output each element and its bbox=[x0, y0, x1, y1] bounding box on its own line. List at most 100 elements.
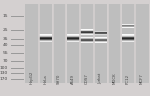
Bar bbox=[80, 42, 93, 43]
Bar bbox=[67, 37, 80, 38]
Bar bbox=[94, 41, 107, 42]
Bar bbox=[80, 29, 93, 30]
Bar bbox=[108, 4, 121, 83]
Text: SH70: SH70 bbox=[57, 74, 61, 84]
Bar bbox=[39, 41, 52, 42]
Bar bbox=[122, 40, 135, 41]
Bar bbox=[122, 27, 135, 28]
Bar bbox=[94, 4, 107, 83]
Text: A549: A549 bbox=[71, 74, 75, 84]
Text: 35: 35 bbox=[3, 37, 8, 41]
Bar bbox=[80, 41, 93, 42]
Bar bbox=[122, 4, 135, 83]
Bar bbox=[80, 40, 93, 41]
Bar bbox=[122, 34, 135, 35]
Bar bbox=[94, 32, 107, 33]
Bar bbox=[67, 36, 80, 37]
Bar bbox=[39, 35, 52, 36]
Text: 130: 130 bbox=[0, 71, 8, 75]
Bar bbox=[122, 39, 135, 40]
Bar bbox=[39, 40, 52, 41]
Bar bbox=[94, 41, 107, 42]
Bar bbox=[94, 34, 107, 35]
Bar bbox=[67, 35, 80, 36]
Bar bbox=[39, 38, 52, 39]
Bar bbox=[80, 34, 93, 35]
Bar bbox=[80, 34, 93, 35]
Bar bbox=[39, 41, 52, 42]
Text: MCF7: MCF7 bbox=[140, 74, 144, 84]
Bar bbox=[80, 39, 93, 40]
Bar bbox=[122, 25, 135, 26]
Bar bbox=[67, 37, 80, 38]
Bar bbox=[80, 37, 93, 38]
Bar bbox=[94, 39, 107, 40]
Text: 40: 40 bbox=[3, 43, 8, 47]
Bar bbox=[94, 33, 107, 34]
Bar bbox=[25, 4, 39, 83]
Bar bbox=[122, 38, 135, 39]
Bar bbox=[80, 33, 93, 34]
Bar bbox=[80, 42, 93, 43]
Bar bbox=[80, 38, 93, 39]
Bar bbox=[67, 40, 80, 41]
Text: PC12: PC12 bbox=[126, 74, 130, 84]
Bar bbox=[39, 39, 52, 40]
Bar bbox=[80, 38, 93, 39]
Bar bbox=[94, 31, 107, 32]
Bar bbox=[67, 41, 80, 42]
Bar bbox=[122, 35, 135, 36]
Text: HepG2: HepG2 bbox=[30, 71, 34, 84]
Bar bbox=[122, 41, 135, 42]
Bar bbox=[39, 4, 52, 83]
Bar bbox=[80, 4, 93, 83]
Text: 100: 100 bbox=[0, 66, 8, 70]
Bar bbox=[67, 38, 80, 39]
Bar bbox=[94, 40, 107, 41]
Text: 170: 170 bbox=[0, 77, 8, 81]
Bar bbox=[67, 41, 80, 42]
Bar bbox=[67, 34, 80, 35]
Text: 55: 55 bbox=[3, 51, 8, 55]
Text: MDCK: MDCK bbox=[112, 73, 116, 84]
Text: COS7: COS7 bbox=[85, 74, 89, 84]
Bar bbox=[122, 37, 135, 38]
Bar bbox=[94, 31, 107, 32]
Bar bbox=[39, 36, 52, 37]
Bar bbox=[80, 40, 93, 41]
Bar bbox=[122, 26, 135, 27]
Bar bbox=[67, 39, 80, 40]
Bar bbox=[122, 24, 135, 25]
Bar bbox=[39, 37, 52, 38]
Bar bbox=[122, 41, 135, 42]
Bar bbox=[122, 37, 135, 38]
Bar bbox=[122, 25, 135, 26]
Bar bbox=[80, 29, 93, 30]
Bar bbox=[94, 37, 107, 38]
Text: Jurkat: Jurkat bbox=[98, 73, 102, 84]
Bar bbox=[80, 30, 93, 31]
Bar bbox=[122, 26, 135, 27]
Text: HeLa: HeLa bbox=[43, 75, 47, 84]
Bar bbox=[53, 4, 66, 83]
Bar bbox=[80, 32, 93, 33]
Bar bbox=[80, 37, 93, 38]
Bar bbox=[39, 35, 52, 36]
Bar bbox=[135, 4, 148, 83]
Bar bbox=[67, 35, 80, 36]
Bar bbox=[122, 35, 135, 36]
Text: 15: 15 bbox=[3, 14, 8, 18]
Bar bbox=[94, 38, 107, 39]
Bar bbox=[94, 42, 107, 43]
Bar bbox=[94, 40, 107, 41]
Bar bbox=[67, 4, 80, 83]
Bar bbox=[39, 37, 52, 38]
Bar bbox=[80, 39, 93, 40]
Bar bbox=[39, 34, 52, 35]
Text: 70: 70 bbox=[3, 59, 8, 63]
Bar bbox=[80, 30, 93, 31]
Bar bbox=[94, 42, 107, 43]
Bar bbox=[80, 31, 93, 32]
Bar bbox=[122, 36, 135, 37]
Bar bbox=[122, 27, 135, 28]
